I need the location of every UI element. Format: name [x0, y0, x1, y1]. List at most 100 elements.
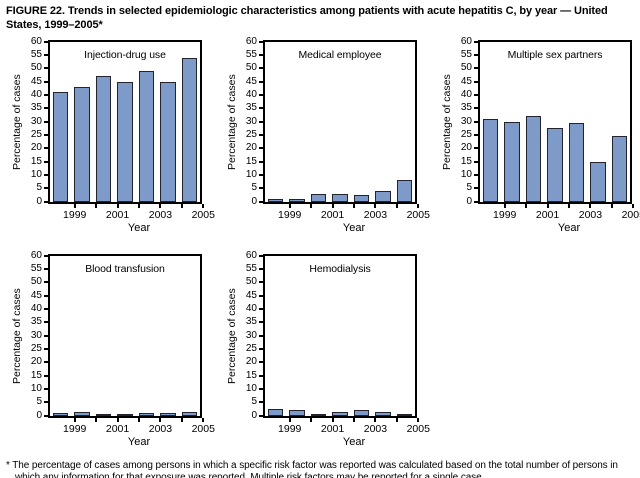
chart-subtitle: Blood transfusion — [85, 262, 165, 275]
x-tick-mark — [503, 203, 506, 208]
y-tick-label: 35 — [245, 102, 257, 114]
y-tick-mark — [44, 334, 48, 337]
chart-panel-multiple-sex-partners: Percentage of cases 0 5 10 15 20 25 30 35 40 45 50… — [440, 36, 640, 234]
y-tick-mark — [259, 187, 263, 190]
bar-2004 — [160, 413, 176, 416]
x-tick-label: 2005 — [406, 422, 430, 435]
bar-2000 — [74, 86, 90, 202]
y-tick-label: 50 — [245, 62, 257, 74]
y-tick-mark — [474, 160, 478, 163]
x-tick-label: 2005 — [406, 208, 430, 221]
x-tick-label: 2003 — [148, 208, 173, 221]
x-tick-label: 1999 — [278, 422, 302, 435]
y-tick-label: 25 — [245, 342, 257, 354]
y-tick-label: 25 — [245, 128, 257, 140]
y-tick-label: 45 — [245, 75, 257, 87]
y-tick-label: 10 — [245, 168, 257, 180]
x-axis-label: Year — [557, 221, 581, 234]
bar-2001 — [95, 76, 112, 202]
chart-body: 0 5 10 15 20 25 30 35 40 45 50 55 60 Medical employe… — [239, 36, 431, 234]
y-tick-mark — [259, 321, 263, 324]
y-tick-mark — [259, 387, 263, 390]
y-tick-mark — [259, 67, 263, 70]
y-tick-label: 60 — [245, 249, 257, 261]
y-tick-mark — [474, 93, 478, 96]
bar-2003 — [568, 122, 585, 202]
x-tick-mark — [331, 417, 334, 422]
bar-1999 — [268, 409, 284, 416]
bar-1999 — [483, 118, 499, 202]
y-tick-mark — [44, 53, 48, 56]
y-tick-label: 40 — [30, 302, 42, 314]
x-tick-mark — [546, 203, 549, 208]
y-tick-label: 50 — [460, 62, 472, 74]
x-tick-label: 1999 — [278, 208, 302, 221]
y-tick-label: 10 — [245, 382, 257, 394]
y-axis-ticks: 0 5 10 15 20 25 30 35 40 45 50 55 60 — [24, 250, 48, 420]
x-tick-mark — [95, 417, 98, 422]
y-tick-mark — [259, 281, 263, 284]
y-axis-label: Percentage of cases — [226, 73, 238, 170]
y-tick-mark — [259, 267, 263, 270]
chart-subtitle: Medical employee — [298, 48, 382, 61]
y-tick-mark — [259, 254, 263, 257]
bar-2005 — [181, 57, 197, 202]
bar-1999 — [268, 198, 284, 202]
y-tick-mark — [44, 374, 48, 377]
y-tick-label: 50 — [30, 62, 42, 74]
bar-2003 — [353, 410, 370, 416]
bar-2002 — [117, 81, 133, 202]
bar-2003 — [138, 413, 155, 416]
y-tick-mark — [44, 133, 48, 136]
x-tick-label: 2001 — [105, 208, 130, 221]
x-tick-mark — [417, 203, 420, 208]
y-tick-mark — [44, 107, 48, 110]
y-tick-label: 15 — [245, 369, 257, 381]
bar-2002 — [332, 193, 348, 202]
y-axis-ticks: 0 5 10 15 20 25 30 35 40 45 50 55 60 — [239, 250, 263, 420]
x-tick-mark — [180, 203, 183, 208]
y-tick-mark — [44, 173, 48, 176]
x-tick-mark — [159, 203, 162, 208]
x-tick-mark — [159, 417, 162, 422]
y-tick-mark — [474, 147, 478, 150]
y-tick-mark — [44, 361, 48, 364]
x-tick-mark — [610, 203, 613, 208]
x-tick-label: 2003 — [578, 208, 603, 221]
y-tick-label: 15 — [460, 155, 472, 167]
bar-2000 — [289, 198, 305, 202]
chart-panel-hemodialysis: Percentage of cases 0 5 10 15 20 25 30 35 40 45 50… — [225, 250, 430, 448]
x-tick-mark — [353, 203, 355, 208]
x-tick-mark — [202, 203, 205, 208]
y-axis-ticks: 0 5 10 15 20 25 30 35 40 45 50 55 60 — [239, 36, 263, 206]
y-tick-label: 45 — [30, 289, 42, 301]
y-tick-mark — [259, 133, 263, 136]
y-tick-label: 10 — [30, 168, 42, 180]
y-tick-label: 15 — [245, 155, 257, 167]
bar-2005 — [396, 413, 412, 416]
x-tick-mark — [353, 417, 355, 422]
x-tick-mark — [116, 417, 119, 422]
plot-area: Injection-drug use — [48, 39, 202, 204]
y-tick-mark — [474, 107, 478, 110]
chart-body: 0 5 10 15 20 25 30 35 40 45 50 55 60 Blood transfusi… — [24, 250, 216, 448]
x-tick-label: 2005 — [621, 208, 640, 221]
x-tick-label: 1999 — [63, 208, 87, 221]
y-axis-label: Percentage of cases — [441, 73, 453, 170]
y-tick-label: 55 — [30, 48, 42, 60]
y-tick-mark — [259, 173, 263, 176]
y-tick-label: 30 — [245, 115, 257, 127]
chart-body: 0 5 10 15 20 25 30 35 40 45 50 55 60 Hemodialysis 19… — [239, 250, 431, 448]
y-tick-label: 20 — [30, 356, 42, 368]
y-tick-label: 45 — [245, 289, 257, 301]
y-tick-label: 55 — [245, 262, 257, 274]
y-tick-label: 5 — [36, 182, 42, 194]
y-tick-mark — [44, 200, 48, 203]
x-tick-mark — [95, 203, 98, 208]
y-tick-mark — [44, 307, 48, 310]
y-tick-label: 35 — [460, 102, 472, 114]
y-tick-label: 20 — [245, 356, 257, 368]
y-tick-label: 20 — [460, 142, 472, 154]
y-tick-mark — [259, 334, 263, 337]
